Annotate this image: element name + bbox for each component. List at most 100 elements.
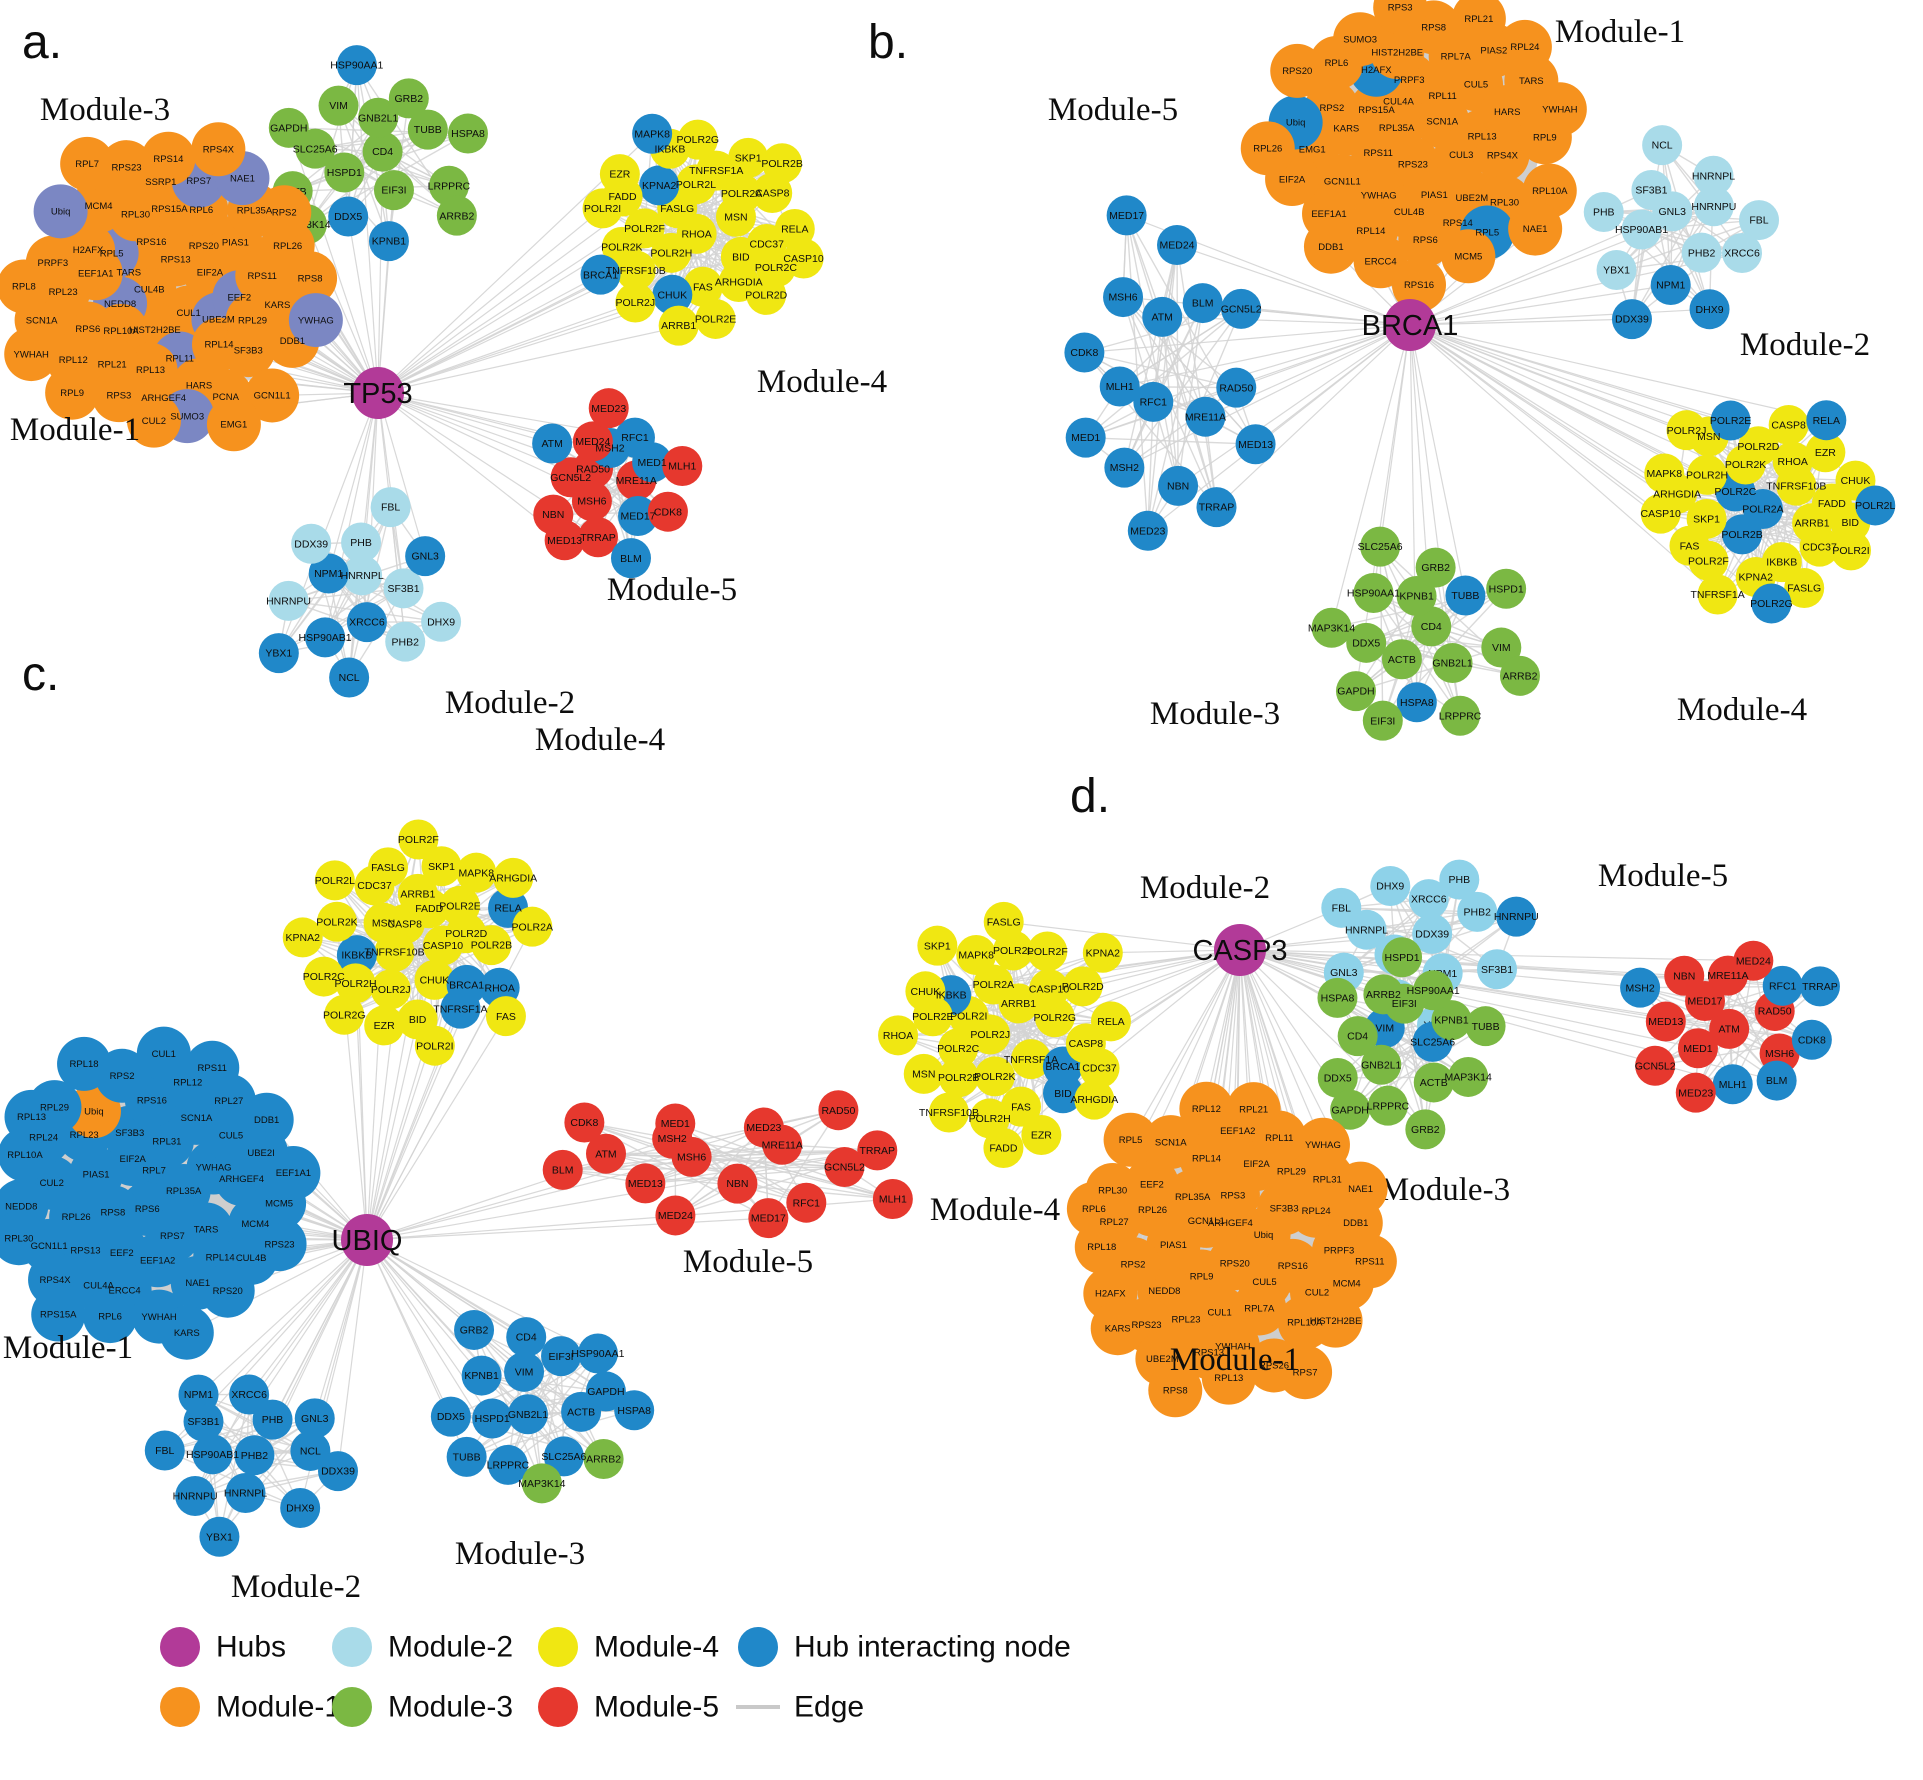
node-label: RPS11 [248,271,277,282]
node-label: TNFRSF1A [1691,589,1745,601]
node-label: RPL26 [273,241,302,252]
node-label: HSP90AB1 [1615,224,1668,236]
node-label: POLR2I [1832,545,1869,557]
node-label: POLR2E [439,900,480,912]
node-label: RPL27 [1100,1217,1129,1228]
node-label: RFC1 [621,432,649,444]
node-label: XRCC6 [1411,894,1447,906]
hub-edge [378,208,603,393]
node-label: SCN1A [1155,1137,1187,1148]
node-label: CHUK [911,986,941,998]
node-label: MED24 [658,1210,693,1222]
panel-letter: c. [22,648,59,701]
legend-swatch [538,1627,578,1667]
node-label: RPS11 [198,1063,227,1074]
node-label: MSH6 [1765,1048,1794,1060]
node-label: RPL30 [1490,197,1519,208]
node-label: POLR2J [1667,425,1707,437]
node-label: SSRP1 [145,177,176,188]
node-label: SKP1 [428,861,455,873]
node-label: YWHAG [298,315,334,326]
node-label: HNRNPU [1691,201,1736,213]
node-label: EIF3I [381,185,406,197]
node-label: EMG1 [220,419,247,430]
node-label: MED1 [1071,432,1100,444]
node-label: POLR2F [1688,555,1729,567]
node-label: EIF3I [1370,715,1395,727]
node-label: CD4 [1347,1031,1368,1043]
node-label: RPL21 [98,360,127,371]
node-label: TRRAP [580,532,616,544]
node-label: TRRAP [1802,981,1838,993]
node-label: RPL6 [189,205,213,216]
node-label: RPL6 [1082,1204,1106,1215]
node-label: CUL4B [1394,207,1425,218]
node-label: POLR2B [1721,529,1762,541]
node-label: MCM4 [241,1219,269,1230]
node-label: RPS13 [161,255,191,266]
node-label: SLC25A6 [1358,541,1403,553]
node-label: POLR2L [1855,500,1895,512]
node-label: EEF2 [1140,1180,1164,1191]
node-label: GAPDH [1337,686,1374,698]
node-label: EZR [1031,1130,1052,1142]
node-label: TNFRSF1A [689,165,743,177]
node-label: FBL [1749,215,1768,227]
panel-letter: d. [1070,770,1110,823]
module-title: Module-2 [231,1569,361,1605]
node-label: CUL1 [1207,1308,1231,1319]
node-label: HSP90AA1 [1407,985,1460,997]
node-label: RPS3 [1388,3,1413,14]
node-label: CHUK [1841,475,1871,487]
node-label: MED23 [746,1122,781,1134]
panel-d: DDX39NCLXRCC6NPM1HNRNPLPHB2HSP90AB1DHX9S… [878,770,1840,1417]
module-title: Module-2 [445,685,575,721]
node-label: KARS [1333,124,1359,135]
node-label: FADD [609,191,637,203]
node-label: RPL24 [29,1133,58,1144]
module-title: Module-3 [1150,696,1280,732]
node-label: MLH1 [668,461,696,473]
node-label: ACTB [1420,1077,1448,1089]
node-label: RPL12 [1192,1104,1221,1115]
panel-letter: a. [22,16,62,69]
node-label: HNRNPU [173,1491,218,1503]
node-label: RELA [1097,1016,1124,1028]
node-label: RPS11 [1355,1256,1384,1267]
node-label: RPL30 [1098,1185,1127,1196]
module-title: Module-4 [1677,692,1807,728]
node-label: POLR2C [1714,486,1756,498]
node-label: KPNB1 [1399,591,1434,603]
legend-label: Module-1 [216,1691,341,1724]
edge [1124,245,1177,468]
node-label: NPM1 [314,568,343,580]
module-title: Module-2 [1140,870,1270,906]
node-label: TUBB [1472,1021,1500,1033]
node-label: MED23 [1130,525,1165,537]
legend-swatch [160,1687,200,1727]
node-label: FAS [496,1011,516,1023]
node-label: SF3B1 [1635,185,1667,197]
legend-label: Module-2 [388,1631,513,1664]
node-label: PHB [1593,207,1615,219]
node-label: MED23 [1678,1087,1713,1099]
module-title: Module-1 [3,1330,133,1366]
node-label: TUBB [453,1451,481,1463]
node-label: NEDD8 [1148,1286,1180,1297]
node-label: RPL23 [70,1130,99,1141]
node-label: POLR2G [1750,598,1793,610]
node-label: POLR2A [1742,504,1783,516]
node-label: SKP1 [1693,514,1720,526]
node-label: HSP90AA1 [571,1348,624,1360]
node-label: KPNA2 [1738,572,1773,584]
node-label: RPS2 [1121,1259,1146,1270]
node-label: POLR2K [601,241,642,253]
node-label: EEF1A2 [140,1255,175,1266]
node-label: HSPA8 [1400,697,1434,709]
node-label: SF3B1 [1481,964,1513,976]
node-label: KARS [1105,1323,1131,1334]
node-label: POLR2E [695,314,736,326]
node-label: RPS3 [1220,1190,1245,1201]
node-label: RPL35A [166,1186,202,1197]
node-label: H2AFX [73,245,104,256]
